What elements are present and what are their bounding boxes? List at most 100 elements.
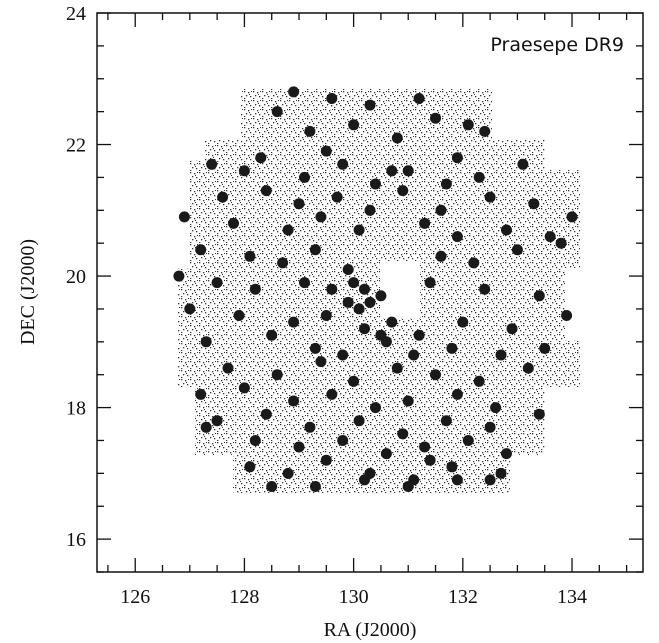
data-point: [348, 119, 360, 131]
data-point: [457, 316, 469, 328]
data-point: [370, 402, 381, 414]
data-point: [304, 125, 316, 137]
data-point: [397, 185, 409, 197]
y-axis-title: DEC (J2000): [17, 239, 39, 345]
data-point: [533, 290, 545, 302]
data-point: [468, 257, 480, 269]
data-point: [353, 224, 365, 236]
data-point: [331, 191, 343, 203]
data-point: [271, 106, 283, 118]
data-point: [473, 171, 485, 183]
data-point: [359, 474, 370, 486]
data-point: [484, 474, 496, 486]
data-point: [501, 448, 512, 460]
data-point: [419, 441, 431, 453]
y-tick-label: 24: [66, 3, 86, 25]
data-point: [484, 421, 496, 433]
data-point: [337, 349, 349, 361]
data-point: [484, 191, 496, 203]
data-point: [342, 264, 354, 275]
data-point: [522, 362, 534, 374]
data-point: [238, 165, 250, 177]
data-point: [495, 467, 507, 479]
x-axis-title: RA (J2000): [324, 619, 417, 641]
data-point: [451, 231, 463, 243]
data-point: [533, 408, 545, 420]
data-point: [561, 310, 573, 321]
data-point: [501, 224, 512, 236]
data-point: [299, 171, 310, 183]
data-point: [320, 310, 332, 321]
data-point: [440, 178, 452, 190]
data-point: [288, 86, 300, 98]
data-point: [511, 244, 523, 256]
data-point: [435, 204, 447, 216]
data-point: [495, 349, 507, 361]
data-point: [440, 415, 452, 427]
data-point: [386, 165, 398, 177]
data-point: [217, 191, 229, 203]
data-point: [359, 283, 370, 295]
data-point: [430, 369, 441, 381]
data-point: [222, 362, 234, 374]
data-point: [260, 185, 272, 197]
data-point: [249, 283, 261, 295]
data-point: [255, 152, 267, 164]
data-point: [211, 277, 223, 289]
data-point: [178, 211, 190, 223]
data-point: [260, 408, 272, 420]
data-point: [304, 421, 316, 433]
data-point: [348, 375, 360, 387]
data-point: [326, 93, 338, 104]
data-point: [266, 329, 278, 341]
data-point: [348, 277, 360, 289]
data-point: [299, 277, 310, 289]
data-point: [446, 461, 458, 473]
data-point: [364, 99, 376, 111]
data-point: [413, 329, 425, 341]
x-tick-label: 126: [120, 586, 150, 608]
data-point: [479, 283, 491, 295]
data-point: [249, 435, 261, 446]
data-point: [315, 356, 327, 368]
data-point: [375, 329, 387, 341]
data-point: [430, 112, 441, 124]
data-point: [211, 415, 223, 427]
data-point: [206, 158, 218, 170]
data-point: [451, 388, 463, 400]
data-point: [408, 349, 420, 361]
data-point: [320, 454, 332, 466]
y-tick-label: 16: [66, 529, 86, 551]
data-point: [451, 152, 463, 164]
data-point: [315, 211, 327, 223]
data-point: [277, 257, 289, 269]
data-point: [233, 310, 245, 321]
data-point: [506, 323, 518, 335]
data-point: [266, 481, 278, 492]
data-point: [364, 296, 376, 308]
data-point: [370, 178, 381, 190]
data-point: [528, 198, 540, 210]
data-point: [419, 217, 431, 229]
data-point: [326, 388, 338, 400]
data-point: [391, 132, 403, 144]
data-point: [200, 336, 212, 348]
data-point: [555, 237, 567, 249]
data-point: [402, 481, 414, 492]
data-point: [473, 375, 485, 387]
data-point: [288, 395, 300, 407]
data-point: [195, 388, 207, 400]
x-tick-label: 128: [229, 586, 259, 608]
data-point: [490, 402, 502, 414]
data-point: [282, 467, 294, 479]
data-point: [517, 158, 529, 170]
data-point: [462, 435, 474, 446]
x-tick-label: 134: [557, 586, 587, 608]
data-point: [544, 231, 556, 243]
data-point: [353, 303, 365, 315]
data-point: [320, 145, 332, 157]
x-tick-label: 132: [448, 586, 478, 608]
data-point: [244, 250, 256, 262]
data-point: [424, 277, 436, 289]
data-point: [195, 244, 207, 256]
